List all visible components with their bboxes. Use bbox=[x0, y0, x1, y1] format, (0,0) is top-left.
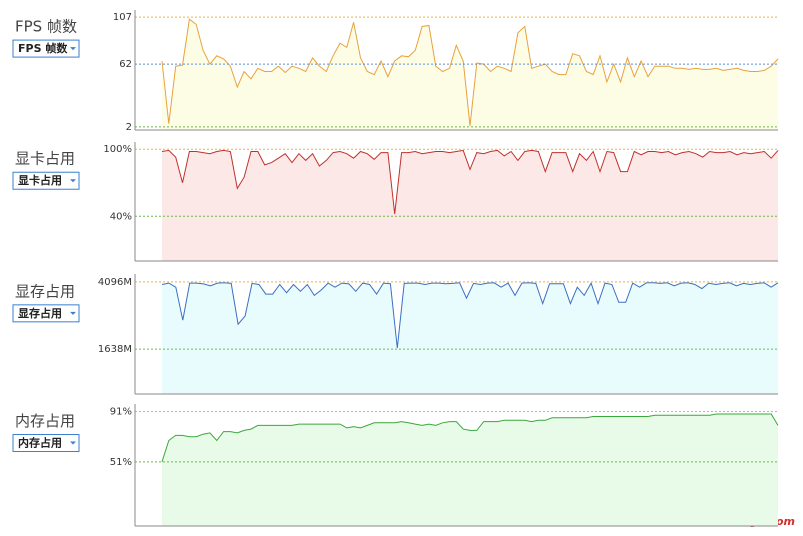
line bbox=[161, 149, 779, 215]
area bbox=[162, 282, 778, 394]
line bbox=[161, 413, 779, 462]
panel-title: 显卡占用 bbox=[15, 150, 75, 168]
dropdown-box bbox=[12, 434, 80, 453]
panel-title: FPS 帧数 bbox=[15, 18, 77, 36]
line bbox=[161, 18, 779, 126]
y-tick-label: 40% bbox=[110, 211, 132, 222]
area bbox=[162, 414, 778, 526]
dropdown-label: 内存占用 bbox=[18, 436, 62, 450]
dropdown-box bbox=[12, 171, 80, 190]
panel-title: 显存占用 bbox=[15, 282, 75, 300]
y-tick-label: 2 bbox=[126, 122, 132, 133]
y-tick-label: 91% bbox=[110, 407, 132, 418]
dropdown-label: 显存占用 bbox=[18, 306, 62, 320]
dropdown[interactable]: FPS 帧数 bbox=[12, 39, 80, 58]
dropdown-label: 显卡占用 bbox=[18, 173, 62, 187]
dropdown[interactable]: 显存占用 bbox=[12, 304, 80, 323]
area bbox=[162, 19, 778, 129]
dropdown[interactable]: 显卡占用 bbox=[12, 171, 80, 190]
dropdown-box bbox=[12, 39, 80, 58]
y-tick-label: 100% bbox=[103, 144, 132, 155]
y-tick-label: 51% bbox=[110, 457, 132, 468]
y-tick-label: 4096M bbox=[98, 277, 132, 288]
dropdown-label: FPS 帧数 bbox=[18, 41, 68, 55]
y-tick-label: 62 bbox=[119, 59, 132, 70]
dropdown-arrow bbox=[70, 311, 76, 315]
dropdown-arrow bbox=[70, 441, 76, 445]
dropdown[interactable]: 内存占用 bbox=[12, 434, 80, 453]
dropdown-box bbox=[12, 304, 80, 323]
dropdown-arrow bbox=[70, 47, 76, 51]
area bbox=[162, 150, 778, 261]
dropdown-arrow bbox=[70, 179, 76, 183]
panel-title: 内存占用 bbox=[15, 412, 75, 430]
line bbox=[161, 281, 779, 349]
y-tick-label: 1638M bbox=[98, 344, 132, 355]
y-tick-label: 107 bbox=[113, 12, 132, 23]
